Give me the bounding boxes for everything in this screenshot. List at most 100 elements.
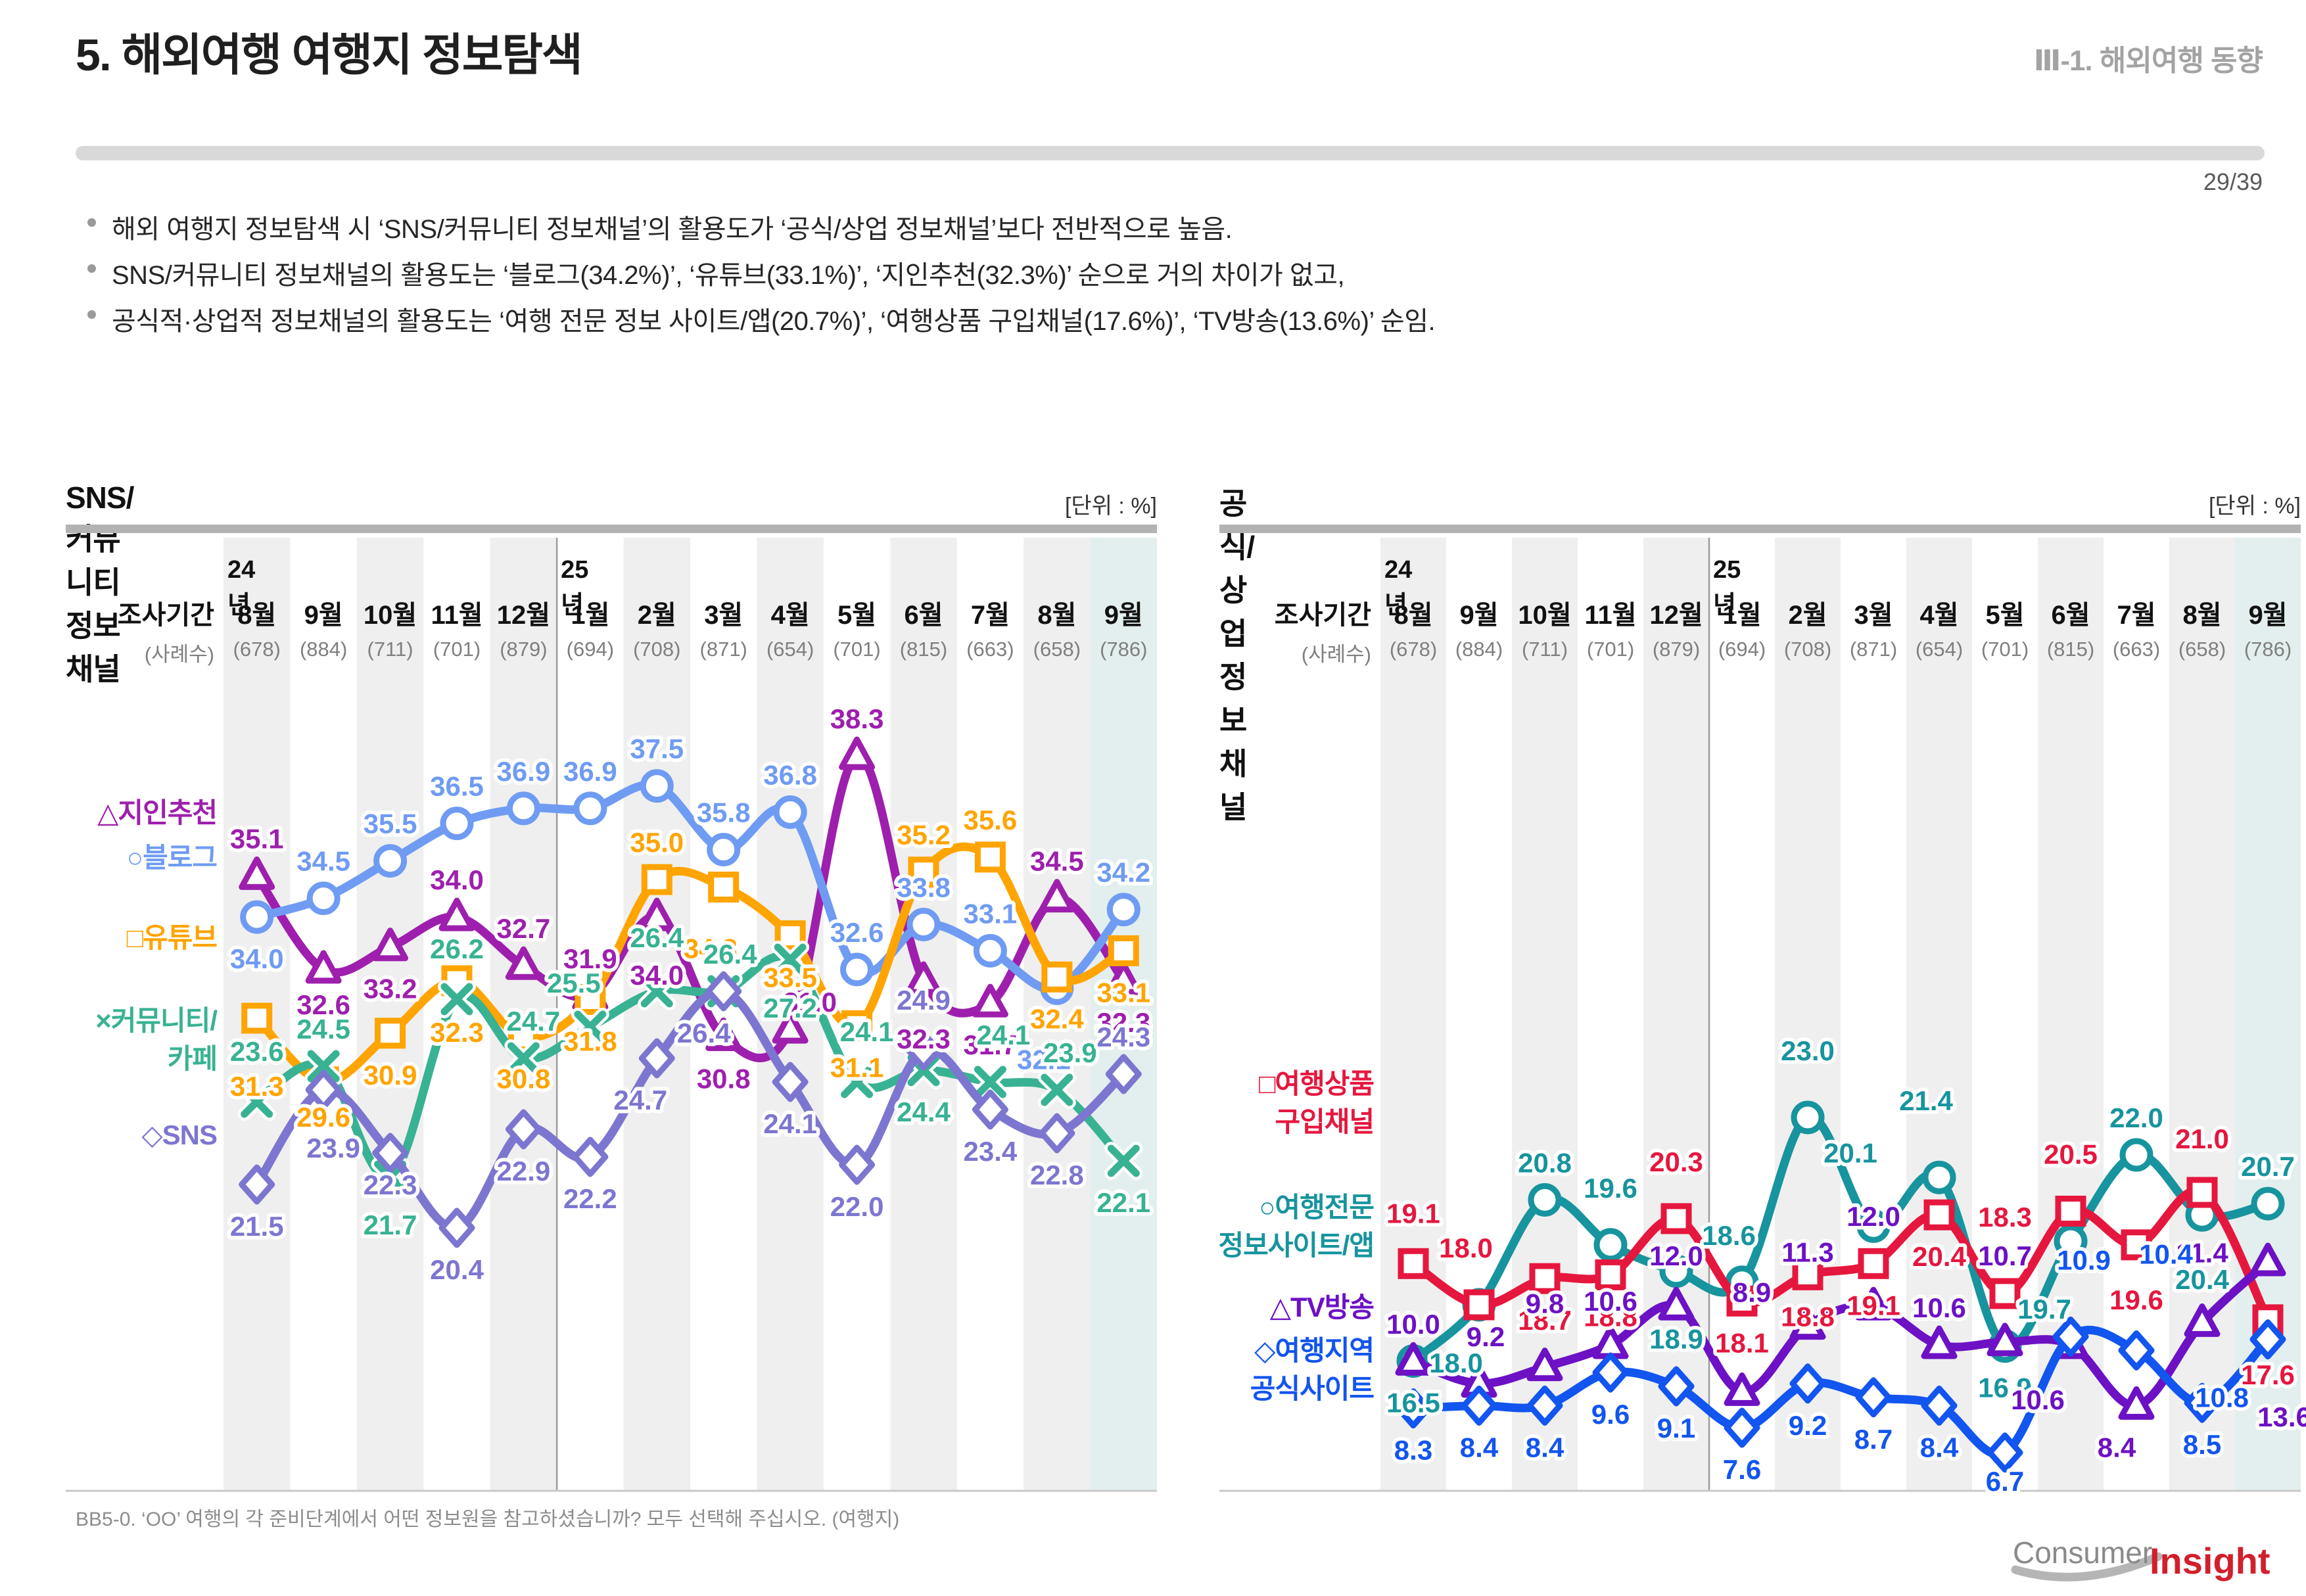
data-label-sns: 24.9	[897, 985, 951, 1016]
data-label-travel-product-purchase-channel: 18.3	[1978, 1202, 2032, 1232]
sample-size: (884)	[299, 638, 348, 661]
data-label-youtube: 33.5	[763, 962, 817, 993]
data-label-sns: 22.3	[364, 1169, 417, 1200]
data-point-marker-circle	[840, 952, 874, 987]
year-label: 24년	[227, 556, 256, 619]
data-label-travel-product-purchase-channel: 18.7	[1518, 1305, 1572, 1336]
month-label: 12월	[1649, 601, 1703, 630]
data-point-marker-circle	[707, 833, 741, 866]
month-label: 10월	[363, 601, 417, 630]
data-point-marker-triangle	[438, 897, 475, 931]
sample-size: (701)	[1981, 638, 2029, 661]
sample-size: (658)	[1033, 638, 1081, 661]
month-label: 4월	[770, 601, 810, 630]
data-label-youtube: 30.9	[364, 1060, 417, 1091]
data-label-sns: 24.3	[1096, 1021, 1150, 1052]
bullet-icon	[87, 218, 96, 227]
data-point-marker-square	[1923, 1199, 1955, 1231]
data-label-travel-info-site-app: 19.7	[2017, 1294, 2071, 1325]
legend-line: 구입채널	[1275, 1106, 1375, 1137]
data-label-youtube: 35.2	[897, 820, 951, 851]
data-label-blog: 34.0	[230, 943, 284, 974]
data-label-community-cafe: 23.6	[230, 1036, 284, 1067]
data-label-community-cafe: 24.7	[507, 1006, 561, 1037]
sample-size: (663)	[2112, 638, 2161, 661]
column-stripe	[1512, 538, 1578, 1491]
data-point-marker-square	[1858, 1248, 1889, 1279]
data-point-marker-diamond	[2118, 1330, 2155, 1371]
legend-travel-product-purchase-channel: □여행상품 구입채널	[1174, 1065, 1375, 1141]
bullet-icon	[87, 264, 96, 273]
legend-line: 공식사이트	[1250, 1373, 1375, 1404]
footnote: BB5-0. ‘OO’ 여행의 각 준비단계에서 어떤 정보원을 참고하셨습니까…	[76, 1509, 900, 1530]
data-label-blog: 35.8	[697, 797, 751, 828]
legend-line: ◇SNS	[141, 1119, 218, 1150]
data-point-marker-triangle	[239, 856, 275, 890]
data-label-sns: 20.4	[430, 1254, 484, 1285]
logo-swoosh	[2011, 1552, 2163, 1582]
column-stripe	[490, 538, 557, 1491]
data-label-acquaintance-recommendation: 32.6	[296, 989, 350, 1020]
data-point-marker-circle	[1528, 1183, 1562, 1217]
data-point-marker-square	[2055, 1196, 2086, 1227]
data-point-marker-diamond	[438, 1208, 475, 1248]
month-label: 8월	[1394, 601, 1433, 630]
data-label-acquaintance-recommendation: 35.1	[230, 823, 284, 854]
data-point-marker-diamond	[505, 1109, 542, 1150]
month-label: 7월	[970, 601, 1010, 630]
page-title: 5. 해외여행 여행지 정보탐색	[76, 30, 583, 80]
data-point-marker-xmark	[307, 1050, 340, 1083]
data-point-marker-circle	[440, 807, 474, 841]
data-label-travel-info-site-app: 23.0	[1781, 1035, 1835, 1066]
data-label-youtube: 31.1	[830, 1052, 884, 1083]
data-label-travel-info-site-app: 20.7	[2241, 1151, 2295, 1182]
data-point-marker-circle	[573, 791, 607, 826]
row-header-period: 조사기간	[1274, 601, 1371, 630]
data-point-marker-triangle	[1724, 1372, 1760, 1406]
data-point-marker-diamond	[1921, 1385, 1958, 1426]
data-point-marker-diamond	[1105, 1054, 1142, 1094]
month-label: 1월	[571, 601, 610, 630]
data-label-travel-info-site-app: 16.5	[1386, 1388, 1440, 1419]
data-point-marker-circle	[306, 881, 341, 916]
series-travel-info-site-app	[1396, 1100, 2285, 1378]
chart-plot: 35.1 32.6 33.2 34.0 32.7 31.9 34.0 30.8 31.0 38.3…	[66, 538, 1157, 1492]
data-label-acquaintance-recommendation: 34.0	[630, 960, 684, 991]
column-stripe	[623, 538, 690, 1491]
sample-size: (708)	[633, 638, 681, 661]
data-label-region-official-site: 8.4	[1920, 1432, 1959, 1463]
data-label-travel-info-site-app: 20.1	[1824, 1137, 1877, 1168]
month-label: 2월	[637, 601, 676, 630]
data-label-region-official-site: 8.5	[2183, 1429, 2221, 1460]
data-label-sns: 26.4	[677, 1018, 731, 1048]
data-label-travel-product-purchase-channel: 18.0	[1439, 1232, 1493, 1263]
data-point-marker-triangle	[905, 961, 942, 995]
data-label-acquaintance-recommendation: 30.8	[697, 1064, 751, 1094]
data-point-marker-xmark	[974, 1066, 1006, 1098]
data-point-marker-triangle	[1039, 879, 1075, 913]
data-label-blog: 35.5	[364, 809, 417, 839]
data-point-marker-diamond	[1039, 1113, 1075, 1154]
page-number: 29/39	[2203, 168, 2263, 195]
data-label-region-official-site: 9.2	[1789, 1410, 1827, 1441]
data-label-blog: 36.5	[430, 771, 484, 802]
data-label-travel-info-site-app: 20.8	[1518, 1147, 1572, 1178]
legend-line: △TV방송	[1269, 1292, 1375, 1323]
data-label-acquaintance-recommendation: 31.0	[783, 987, 837, 1018]
data-point-marker-triangle	[1855, 1286, 1892, 1321]
data-label-region-official-site: 7.6	[1723, 1454, 1761, 1485]
data-label-tv-broadcast: 13.6	[2257, 1401, 2306, 1432]
month-label: 9월	[1459, 601, 1499, 630]
data-point-marker-circle	[2054, 1224, 2088, 1258]
data-point-marker-circle	[773, 795, 807, 829]
data-point-marker-diamond	[2184, 1382, 2221, 1423]
data-point-marker-circle	[506, 791, 540, 826]
data-point-marker-square	[1529, 1263, 1561, 1294]
data-label-acquaintance-recommendation: 33.2	[364, 974, 417, 1004]
data-label-tv-broadcast: 10.6	[1584, 1286, 1637, 1317]
data-point-marker-circle	[906, 908, 941, 941]
legend-tv-broadcast: △TV방송	[1174, 1288, 1375, 1326]
data-label-travel-product-purchase-channel: 17.6	[2241, 1359, 2295, 1390]
data-label-region-official-site: 10.9	[2057, 1244, 2111, 1275]
